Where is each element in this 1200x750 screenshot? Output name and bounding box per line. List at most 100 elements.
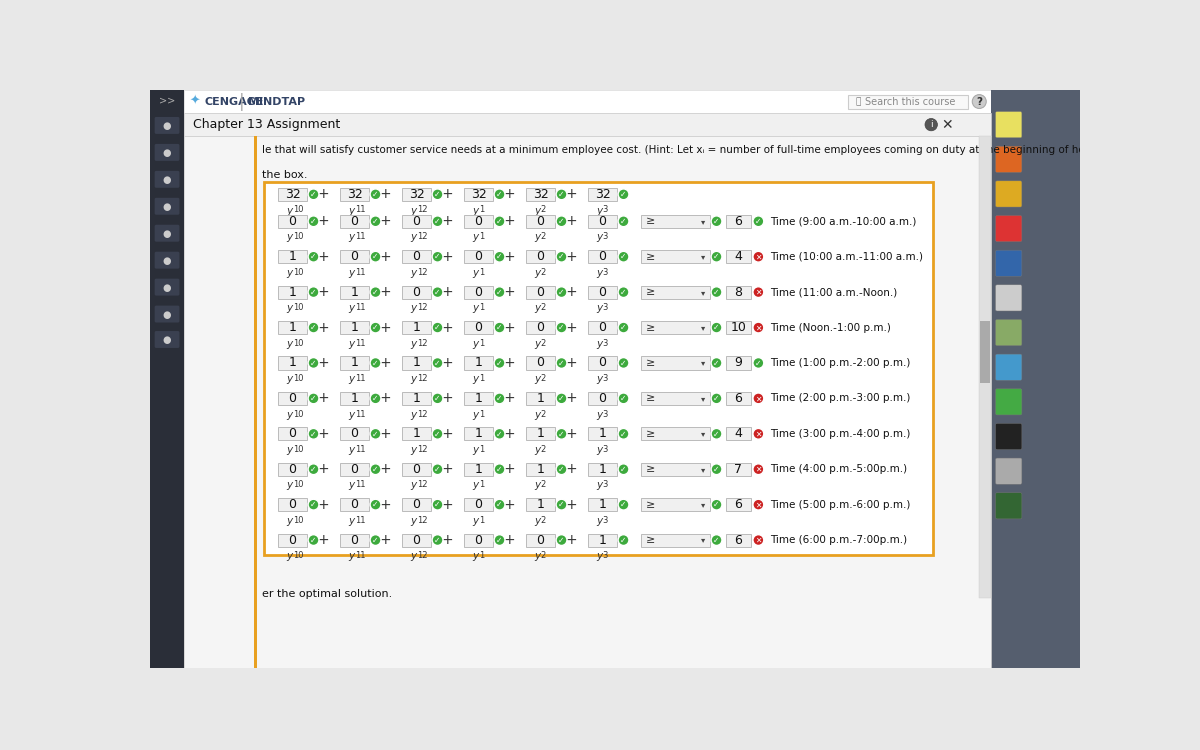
Text: ≥: ≥ (646, 429, 655, 439)
Text: ✓: ✓ (558, 217, 565, 226)
FancyBboxPatch shape (996, 354, 1022, 380)
Text: 12: 12 (416, 551, 427, 560)
Bar (588, 251, 617, 263)
Text: 0: 0 (599, 321, 607, 334)
Text: 0: 0 (475, 498, 482, 512)
Circle shape (308, 500, 319, 510)
Text: ✓: ✓ (497, 394, 503, 403)
Bar (402, 321, 431, 334)
Text: |: | (239, 92, 245, 110)
Text: ✓: ✓ (434, 323, 440, 332)
Text: y: y (410, 232, 416, 242)
Text: ▾: ▾ (702, 500, 706, 509)
Text: +: + (317, 427, 329, 441)
Text: y: y (410, 551, 416, 561)
Circle shape (432, 322, 443, 333)
Circle shape (494, 428, 505, 439)
Text: +: + (379, 533, 391, 547)
Text: y: y (348, 268, 355, 278)
Text: ✓: ✓ (434, 536, 440, 544)
Text: ✓: ✓ (620, 500, 626, 509)
Text: +: + (379, 250, 391, 264)
Bar (526, 463, 556, 476)
Text: ✓: ✓ (372, 500, 379, 509)
Text: y: y (410, 339, 416, 349)
Circle shape (618, 393, 629, 404)
Text: ✓: ✓ (620, 253, 626, 262)
Bar (402, 356, 431, 370)
Circle shape (494, 251, 505, 262)
Text: ✓: ✓ (372, 288, 379, 297)
Text: 1: 1 (475, 392, 482, 405)
Bar (464, 427, 493, 440)
Circle shape (432, 535, 443, 545)
Text: ✓: ✓ (372, 358, 379, 368)
Text: 2: 2 (541, 551, 546, 560)
Circle shape (712, 216, 722, 226)
Text: ✓: ✓ (434, 500, 440, 509)
Text: 6: 6 (734, 214, 742, 228)
Bar (526, 286, 556, 298)
Text: ✓: ✓ (558, 323, 565, 332)
Text: y: y (410, 481, 416, 490)
Text: +: + (442, 356, 452, 370)
Text: ✓: ✓ (311, 288, 317, 297)
Text: ✓: ✓ (620, 288, 626, 297)
Text: 1: 1 (479, 445, 484, 454)
Circle shape (432, 286, 443, 298)
Bar (641, 463, 710, 476)
Circle shape (752, 322, 763, 333)
Circle shape (308, 535, 319, 545)
Text: le that will satisfy customer service needs at a minimum employee cost. (Hint: L: le that will satisfy customer service ne… (263, 145, 1200, 155)
Text: 1: 1 (479, 206, 484, 214)
Text: 0: 0 (413, 498, 421, 512)
Circle shape (556, 189, 566, 200)
Text: ✓: ✓ (620, 323, 626, 332)
Text: 32: 32 (470, 188, 486, 201)
Circle shape (494, 322, 505, 333)
Text: y: y (410, 445, 416, 455)
Text: ✓: ✓ (620, 217, 626, 226)
Bar (588, 356, 617, 370)
Text: ✓: ✓ (497, 500, 503, 509)
Circle shape (370, 286, 380, 298)
Text: 10: 10 (293, 339, 304, 348)
Text: 1: 1 (536, 392, 545, 405)
Text: ✓: ✓ (311, 465, 317, 474)
Circle shape (972, 94, 986, 109)
FancyBboxPatch shape (155, 225, 180, 242)
Text: 1: 1 (289, 251, 296, 263)
Text: 2: 2 (541, 268, 546, 277)
Circle shape (556, 216, 566, 226)
Text: y: y (473, 410, 479, 419)
Text: ✓: ✓ (434, 288, 440, 297)
Text: ●: ● (163, 335, 172, 345)
Text: er the optimal solution.: er the optimal solution. (263, 590, 392, 599)
Bar (588, 392, 617, 405)
FancyBboxPatch shape (996, 320, 1022, 346)
Bar (847, 95, 967, 109)
Circle shape (752, 464, 763, 475)
Text: ●: ● (163, 202, 172, 212)
Text: +: + (317, 498, 329, 512)
Text: 1: 1 (479, 516, 484, 525)
Text: ▾: ▾ (702, 323, 706, 332)
Text: 12: 12 (416, 339, 427, 348)
Bar (641, 533, 710, 547)
Text: +: + (565, 392, 577, 406)
Text: 12: 12 (416, 481, 427, 490)
Circle shape (752, 216, 763, 226)
Text: y: y (596, 374, 602, 384)
Bar (340, 533, 370, 547)
Text: +: + (565, 214, 577, 228)
Bar (588, 533, 617, 547)
Text: ✓: ✓ (620, 358, 626, 368)
Text: ✓: ✓ (713, 394, 720, 403)
Circle shape (370, 358, 380, 368)
Text: 11: 11 (355, 339, 365, 348)
Text: ✓: ✓ (372, 190, 379, 199)
Bar (340, 356, 370, 370)
Text: ✓: ✓ (372, 323, 379, 332)
Circle shape (370, 500, 380, 510)
Text: 1: 1 (289, 321, 296, 334)
